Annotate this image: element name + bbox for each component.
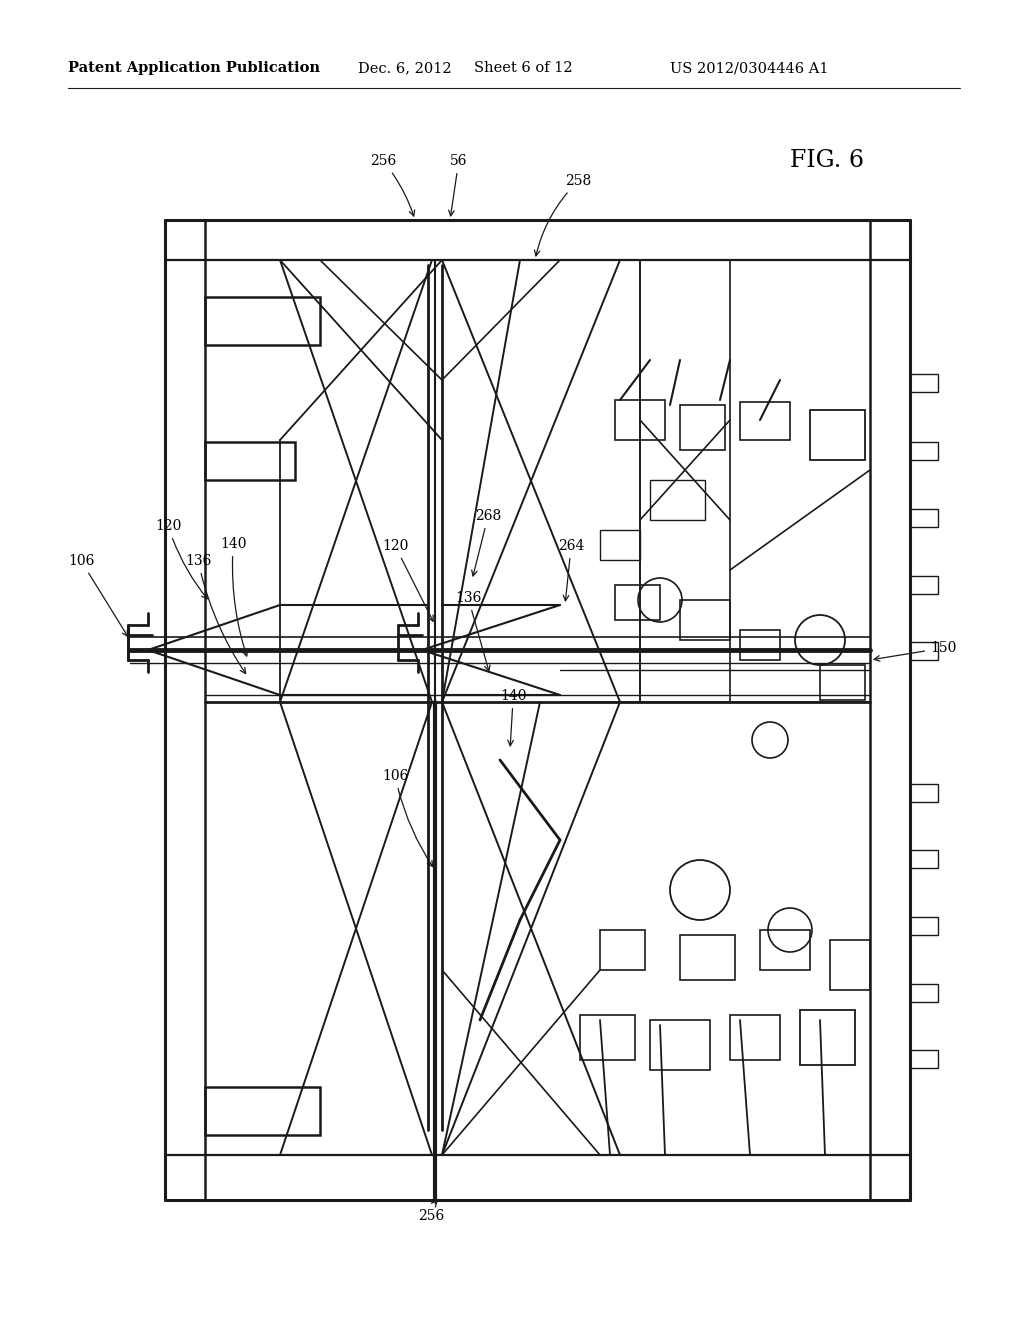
Bar — [680, 405, 725, 450]
Bar — [910, 917, 938, 935]
Bar — [910, 510, 938, 527]
Bar — [730, 1015, 780, 1060]
Text: 140: 140 — [500, 689, 526, 746]
Bar — [205, 1086, 319, 1135]
Bar — [680, 935, 735, 979]
Text: 258: 258 — [535, 174, 591, 256]
Bar — [740, 630, 780, 660]
Bar — [910, 983, 938, 1002]
Bar — [910, 442, 938, 459]
Text: Patent Application Publication: Patent Application Publication — [68, 61, 319, 75]
Bar — [810, 411, 865, 459]
Text: 120: 120 — [155, 519, 207, 599]
Bar — [615, 585, 660, 620]
Bar — [615, 400, 665, 440]
Bar — [580, 1015, 635, 1060]
Bar — [910, 784, 938, 803]
Bar — [205, 297, 319, 345]
Text: Sheet 6 of 12: Sheet 6 of 12 — [474, 61, 572, 75]
Text: 136: 136 — [455, 591, 490, 671]
Bar — [820, 665, 865, 700]
Text: 136: 136 — [185, 554, 246, 673]
Text: 264: 264 — [558, 539, 585, 601]
Bar — [910, 1049, 938, 1068]
Text: 56: 56 — [449, 154, 468, 216]
Text: US 2012/0304446 A1: US 2012/0304446 A1 — [670, 61, 828, 75]
Bar — [910, 850, 938, 869]
Bar — [600, 531, 640, 560]
Bar — [910, 576, 938, 594]
Bar — [205, 442, 295, 480]
Bar — [740, 403, 790, 440]
Bar — [910, 642, 938, 660]
Text: 120: 120 — [382, 539, 433, 622]
Bar — [760, 931, 810, 970]
Text: 268: 268 — [472, 510, 502, 576]
Text: Dec. 6, 2012: Dec. 6, 2012 — [358, 61, 452, 75]
Text: 256: 256 — [370, 154, 415, 216]
Text: 256: 256 — [418, 1201, 444, 1224]
Bar — [600, 931, 645, 970]
Bar — [680, 601, 730, 640]
Bar — [650, 1020, 710, 1071]
Text: FIG. 6: FIG. 6 — [790, 149, 864, 172]
Bar — [800, 1010, 855, 1065]
Bar — [650, 480, 705, 520]
Text: 150: 150 — [874, 642, 956, 661]
Bar — [830, 940, 870, 990]
Text: 106: 106 — [68, 554, 128, 636]
Text: 140: 140 — [220, 537, 248, 656]
Text: 106: 106 — [382, 770, 433, 866]
Bar — [910, 374, 938, 392]
